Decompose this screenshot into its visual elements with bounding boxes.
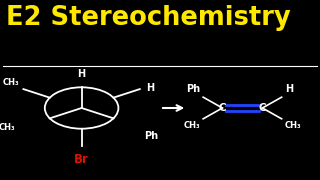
Text: CH₃: CH₃ [0,123,16,132]
Text: H: H [285,84,293,94]
Text: CH₃: CH₃ [2,78,19,87]
Text: CH₃: CH₃ [183,121,200,130]
Text: E2 Stereochemistry: E2 Stereochemistry [6,5,291,31]
Text: C: C [219,103,226,113]
Text: H: H [77,69,86,79]
Text: H: H [146,83,154,93]
Text: Br: Br [74,153,89,166]
Text: Ph: Ph [186,84,200,94]
Text: Ph: Ph [144,131,158,141]
Text: CH₃: CH₃ [285,121,301,130]
Text: C: C [259,103,266,113]
